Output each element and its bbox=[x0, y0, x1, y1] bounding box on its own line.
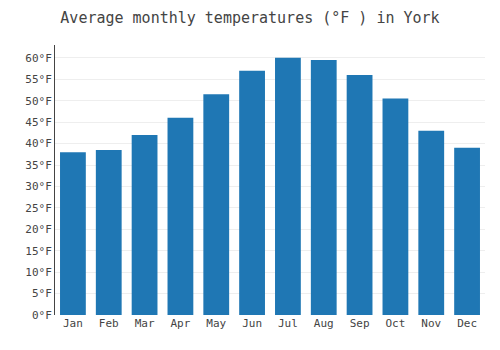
svg-text:20°F: 20°F bbox=[25, 223, 52, 236]
svg-text:Oct: Oct bbox=[385, 317, 405, 330]
svg-text:0°F: 0°F bbox=[32, 309, 52, 322]
svg-text:Nov: Nov bbox=[421, 317, 441, 330]
svg-text:Jan: Jan bbox=[63, 317, 83, 330]
svg-text:May: May bbox=[206, 317, 226, 330]
svg-text:55°F: 55°F bbox=[25, 73, 52, 86]
svg-text:Aug: Aug bbox=[314, 317, 334, 330]
svg-text:50°F: 50°F bbox=[25, 95, 52, 108]
svg-text:10°F: 10°F bbox=[25, 266, 52, 279]
svg-text:35°F: 35°F bbox=[25, 159, 52, 172]
svg-text:Jul: Jul bbox=[278, 317, 298, 330]
svg-text:Feb: Feb bbox=[99, 317, 119, 330]
svg-text:5°F: 5°F bbox=[32, 287, 52, 300]
svg-text:15°F: 15°F bbox=[25, 245, 52, 258]
svg-text:Apr: Apr bbox=[170, 317, 190, 330]
svg-text:40°F: 40°F bbox=[25, 137, 52, 150]
svg-text:Sep: Sep bbox=[350, 317, 370, 330]
svg-text:Mar: Mar bbox=[135, 317, 155, 330]
svg-text:30°F: 30°F bbox=[25, 180, 52, 193]
svg-text:Jun: Jun bbox=[242, 317, 262, 330]
svg-text:60°F: 60°F bbox=[25, 52, 52, 65]
svg-text:Dec: Dec bbox=[457, 317, 477, 330]
svg-text:45°F: 45°F bbox=[25, 116, 52, 129]
svg-text:25°F: 25°F bbox=[25, 202, 52, 215]
svg-text:Average monthly temperatures (: Average monthly temperatures (°F ) in Yo… bbox=[60, 9, 439, 27]
